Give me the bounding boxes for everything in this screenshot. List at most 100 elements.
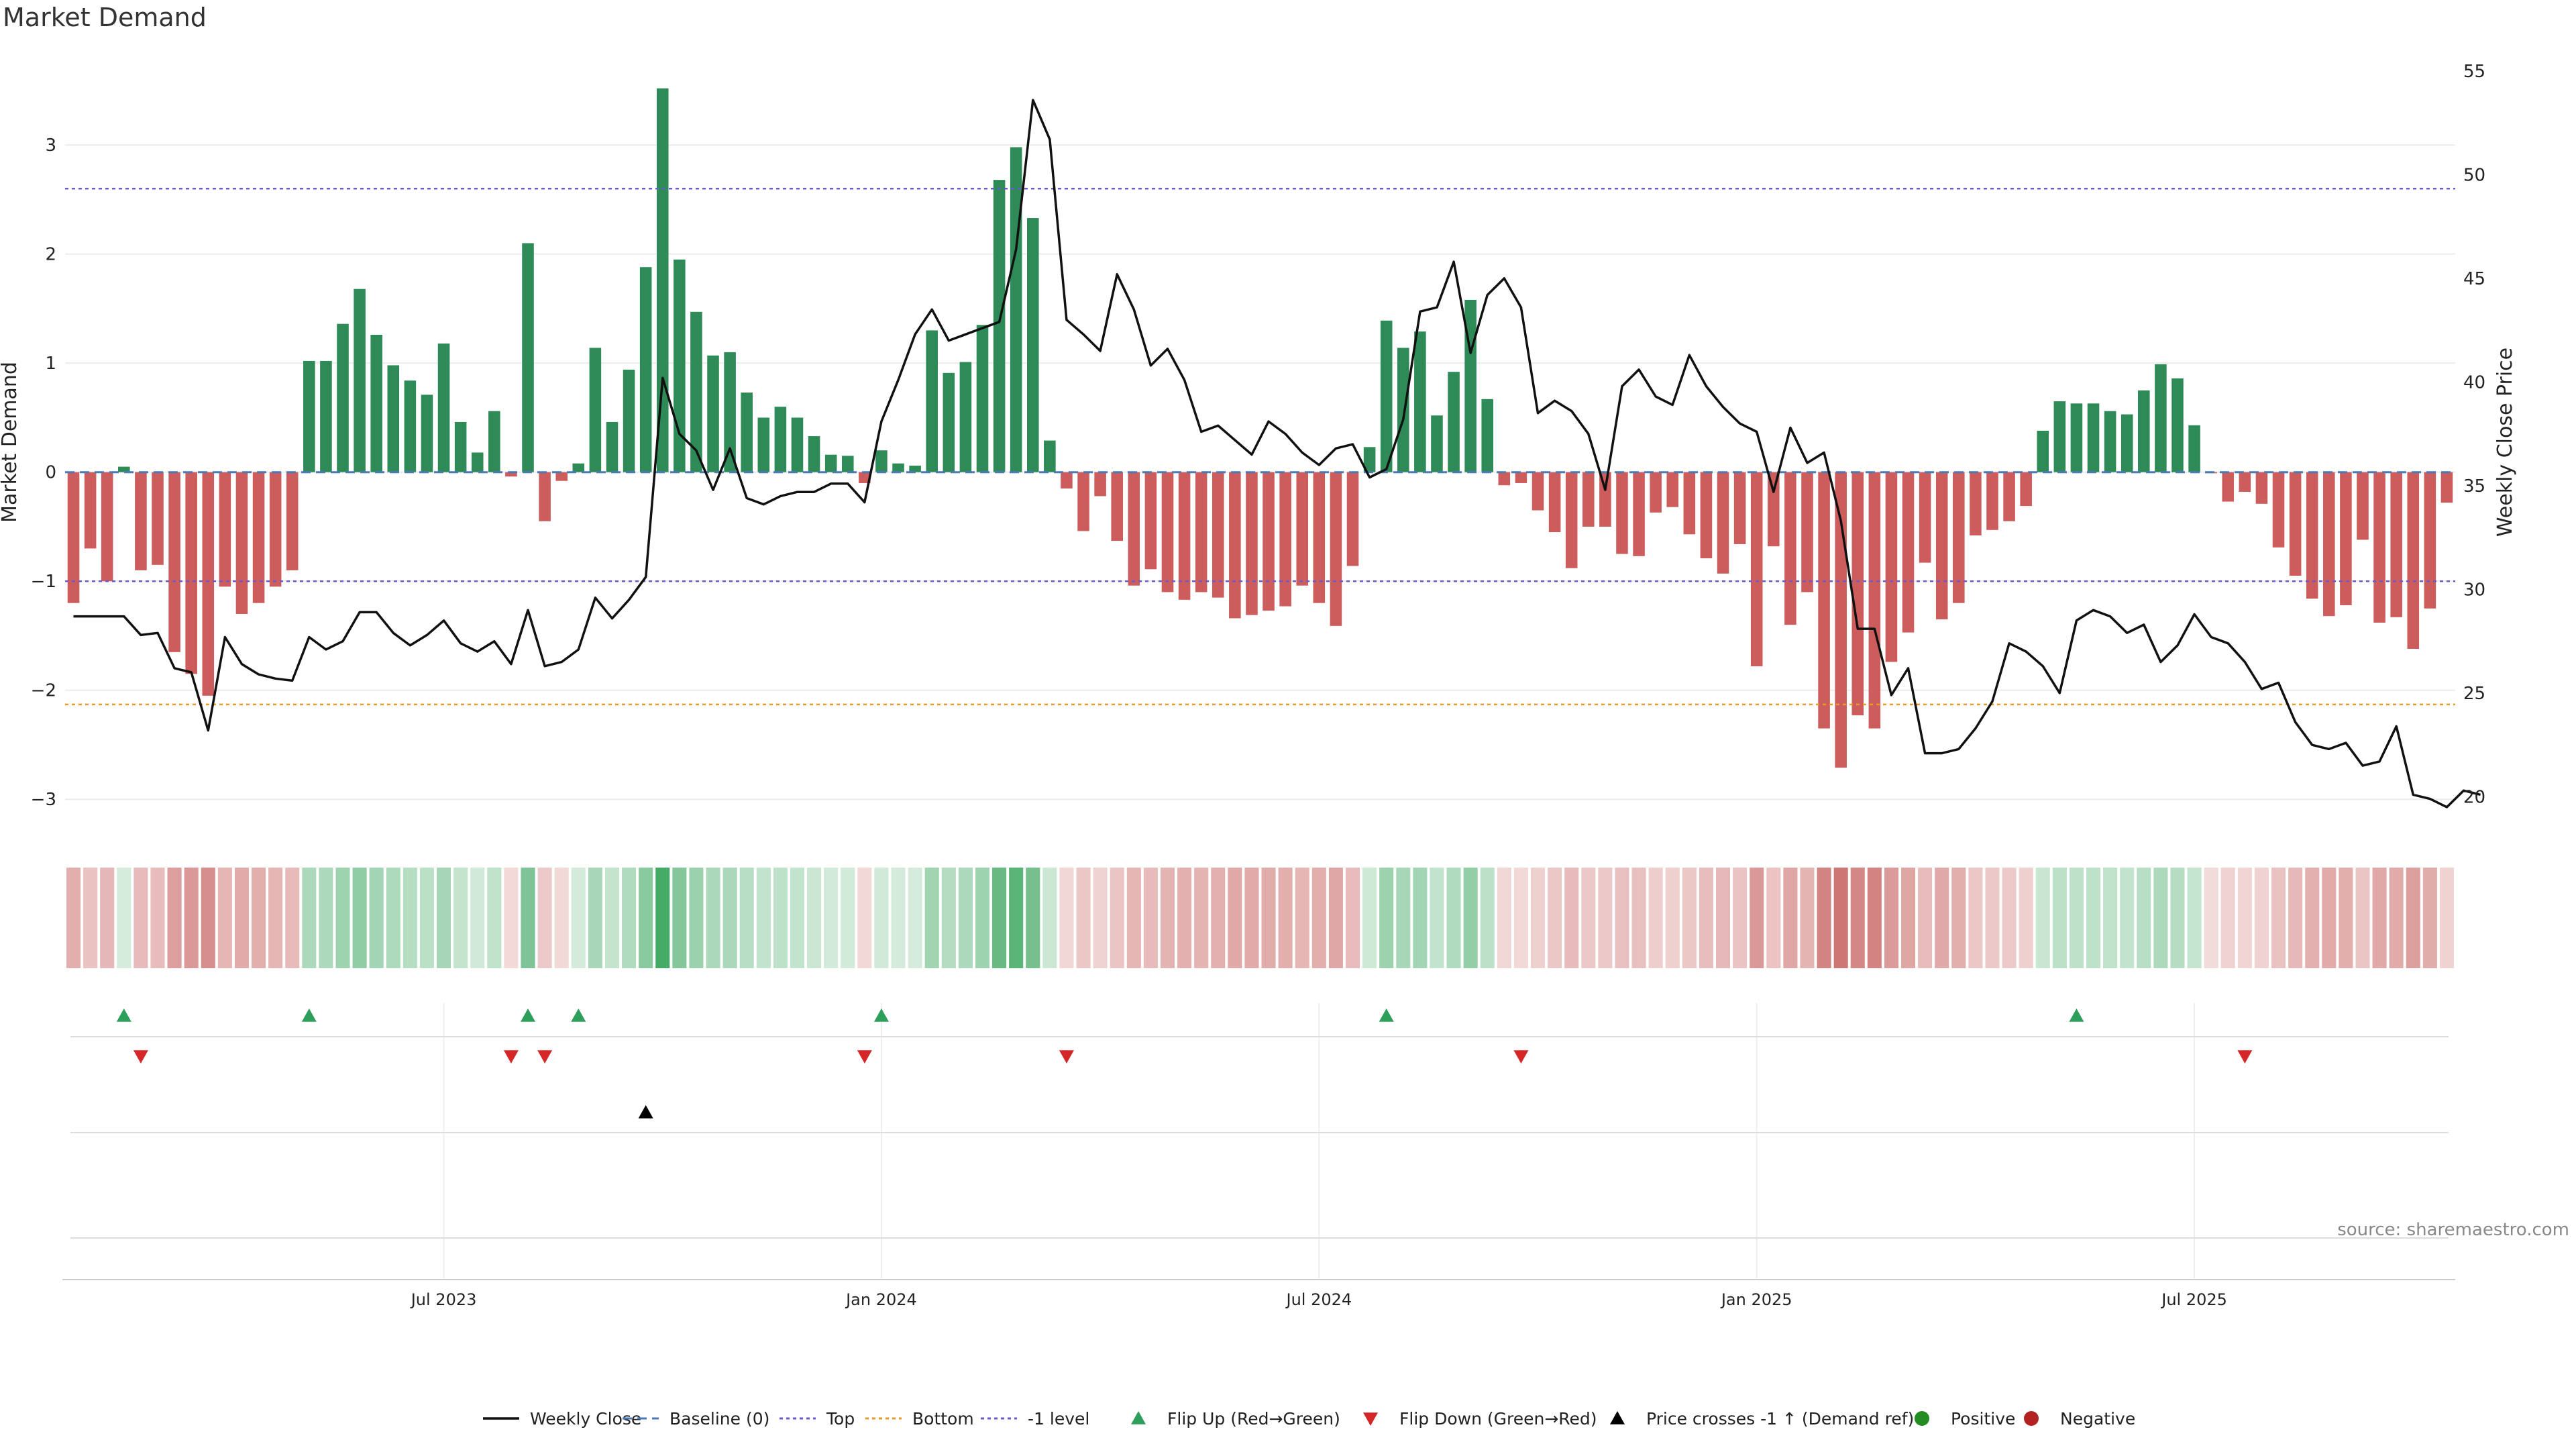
heat-strip-cell — [150, 868, 165, 968]
demand-bar — [1683, 472, 1696, 535]
demand-bar — [875, 450, 888, 472]
demand-bar — [2053, 401, 2066, 472]
demand-bar — [84, 472, 97, 549]
heat-strip-cell — [268, 868, 283, 968]
heat-strip-cell — [639, 868, 653, 968]
heat-strip-cell — [521, 868, 535, 968]
demand-bar — [555, 472, 568, 481]
heat-strip-cell — [117, 868, 131, 968]
demand-bar — [488, 411, 500, 472]
demand-bar — [757, 417, 770, 472]
heat-strip-cell — [2153, 868, 2168, 968]
heat-strip-cell — [807, 868, 822, 968]
heat-strip-cell — [2220, 868, 2235, 968]
heat-strip-cell — [554, 868, 569, 968]
heat-strip-cell — [1345, 868, 1360, 968]
demand-bar — [1733, 472, 1746, 544]
heat-strip-cell — [1497, 868, 1511, 968]
legend-label: -1 level — [1028, 1409, 1089, 1429]
flip-down-marker — [503, 1050, 519, 1064]
heat-strip-cell — [2019, 868, 2033, 968]
demand-bar — [2323, 472, 2335, 617]
heat-strip-cell — [1261, 868, 1276, 968]
flip-up-marker — [2069, 1008, 2084, 1022]
demand-bar — [1750, 472, 1763, 666]
demand-bar — [1953, 472, 1965, 603]
heat-strip-cell — [841, 868, 855, 968]
demand-bar — [1414, 331, 1426, 472]
demand-bar — [2121, 414, 2133, 472]
demand-bar — [1868, 472, 1881, 729]
demand-bar — [959, 362, 972, 472]
demand-bar — [909, 465, 921, 472]
heat-strip-cell — [2322, 868, 2337, 968]
y2-tick-label: 45 — [2463, 269, 2485, 289]
y2-axis-label: Weekly Close Price — [2493, 348, 2517, 537]
demand-bar — [808, 436, 820, 472]
flip-up-marker — [116, 1008, 131, 1022]
heat-strip-cell — [2069, 868, 2084, 968]
flip-down-marker — [2237, 1050, 2253, 1064]
chart-title: Market Demand — [3, 3, 207, 32]
demand-bar — [303, 360, 315, 472]
y2-tick-label: 55 — [2463, 62, 2485, 82]
heat-strip-cell — [824, 868, 839, 968]
demand-bar — [1532, 472, 1544, 511]
demand-bar — [1010, 147, 1022, 472]
heat-strip-cell — [352, 868, 367, 968]
demand-bar — [1818, 472, 1830, 729]
heat-strip-cell — [790, 868, 805, 968]
heat-strip-cell — [756, 868, 771, 968]
demand-bar — [1801, 472, 1813, 592]
flip-down-marker — [1059, 1050, 1074, 1064]
demand-bar — [286, 472, 299, 570]
heat-strip-cell — [217, 868, 232, 968]
y2-tick-label: 20 — [2463, 787, 2485, 807]
y-tick-label: −3 — [31, 790, 56, 810]
heat-strip-cell — [2120, 868, 2135, 968]
demand-bar — [168, 472, 180, 652]
heat-strip-cell — [604, 868, 620, 968]
demand-bar — [1195, 472, 1208, 592]
y-tick-label: 2 — [45, 245, 56, 265]
legend-label: Flip Down (Green→Red) — [1399, 1409, 1597, 1429]
heat-strip-cell — [319, 868, 333, 968]
heat-strip-cell — [773, 868, 788, 968]
heat-strip-cell — [2052, 868, 2067, 968]
demand-bar — [1717, 472, 1729, 574]
heat-strip-cell — [1631, 868, 1646, 968]
heat-strip-cell — [1177, 868, 1192, 968]
heat-strip-cell — [622, 868, 637, 968]
demand-bar — [219, 472, 231, 587]
heat-strip-cell — [2237, 868, 2252, 968]
demand-bar — [539, 472, 551, 521]
demand-bar — [1144, 472, 1157, 570]
legend-label: Positive — [1951, 1409, 2015, 1429]
demand-bar — [1178, 472, 1191, 600]
demand-bar — [943, 372, 955, 472]
heat-strip-cell — [2339, 868, 2353, 968]
demand-bar — [2424, 472, 2436, 609]
weekly-close-line — [73, 99, 2481, 809]
heat-strip-cell — [470, 868, 485, 968]
heat-strip-cell — [1143, 868, 1158, 968]
demand-bar — [1616, 472, 1628, 554]
demand-bar — [1548, 472, 1561, 533]
heat-strip-cell — [874, 868, 889, 968]
heat-strip-cell — [1160, 868, 1175, 968]
heat-strip-cell — [1530, 868, 1546, 968]
heat-strip-cell — [571, 868, 586, 968]
x-tick-label: Jul 2024 — [1285, 1290, 1352, 1309]
heat-strip-cell — [1463, 868, 1478, 968]
source-note: source: sharemaestro.com — [2337, 1220, 2569, 1240]
demand-bar — [1970, 472, 1982, 535]
heat-strip-cell — [1379, 868, 1394, 968]
legend-swatch-positive — [1915, 1411, 1929, 1426]
demand-bar — [152, 472, 164, 565]
demand-bar — [774, 407, 787, 472]
legend-swatch-flip-up — [1131, 1411, 1146, 1424]
demand-bar — [1633, 472, 1645, 556]
heat-strip-cell — [2170, 868, 2185, 968]
demand-bar — [623, 369, 635, 472]
